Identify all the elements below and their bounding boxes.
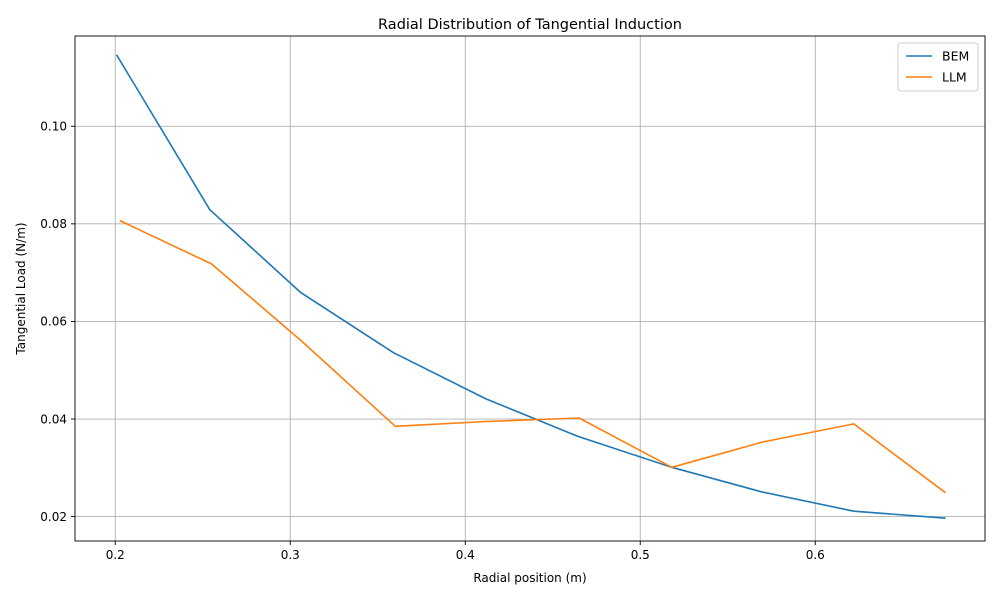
y-axis-label: Tangential Load (N/m) [14, 222, 28, 355]
grid [75, 36, 985, 541]
y-tick-label: 0.08 [40, 217, 67, 231]
plot-area [75, 36, 985, 541]
legend-box [897, 42, 979, 92]
legend-label-bem: BEM [942, 49, 969, 64]
x-axis-label: Radial position (m) [473, 571, 586, 585]
legend: BEM LLM [897, 42, 979, 92]
x-tick-label: 0.5 [631, 548, 650, 562]
y-tick-label: 0.02 [40, 510, 67, 524]
y-tick-label: 0.04 [40, 412, 67, 426]
series-lines [115, 54, 946, 519]
chart-title: Radial Distribution of Tangential Induct… [378, 17, 682, 33]
x-tick-label: 0.2 [106, 548, 125, 562]
y-tick-label: 0.10 [40, 120, 67, 134]
y-tick-label: 0.06 [40, 315, 67, 329]
legend-label-llm: LLM [942, 70, 967, 85]
axis-ticks: 0.2 0.3 0.4 0.5 0.6 0.02 0.04 0.06 0.08 0.10 [40, 120, 825, 562]
plot-frame [74, 35, 986, 542]
x-tick-label: 0.3 [281, 548, 300, 562]
x-tick-label: 0.6 [806, 548, 825, 562]
series-line-llm [119, 219, 946, 494]
series-line-bem [115, 54, 946, 519]
x-tick-label: 0.4 [456, 548, 475, 562]
